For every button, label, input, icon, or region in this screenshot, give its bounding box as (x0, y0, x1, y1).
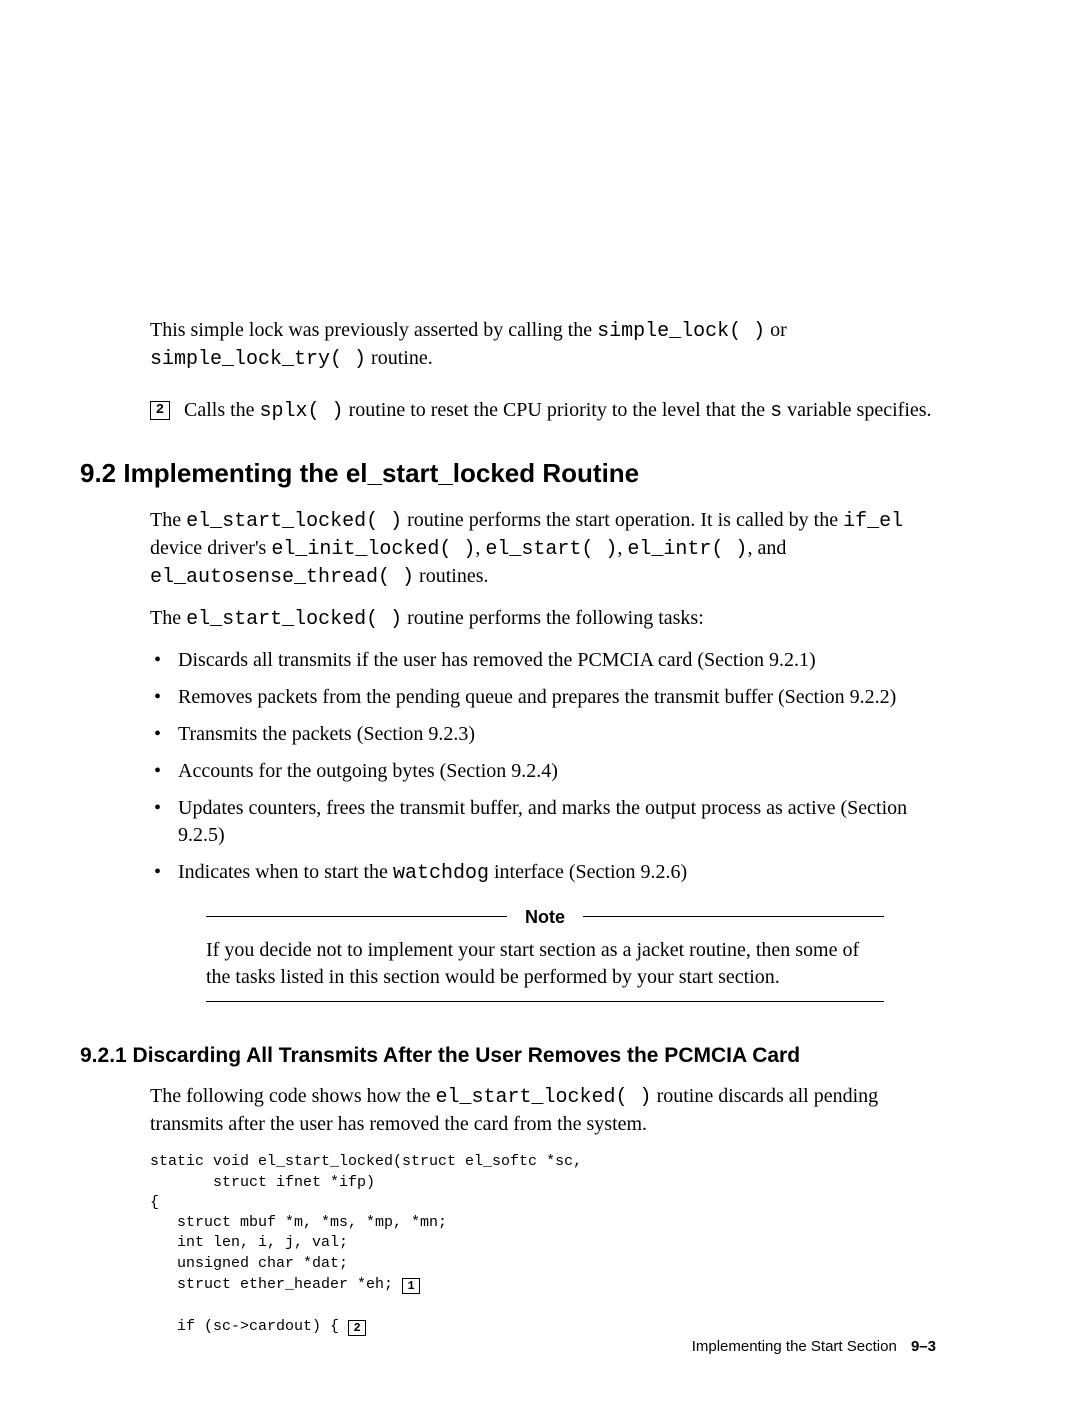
callout-box-2: 2 (348, 1320, 366, 1336)
text: routine performs the start operation. It… (402, 509, 843, 531)
text: or (765, 319, 787, 341)
text: routine performs the following tasks: (402, 607, 704, 629)
prev-enum-block: This simple lock was previously asserted… (150, 317, 940, 373)
note-rule-bottom (206, 1001, 884, 1002)
text: , (617, 537, 627, 559)
footer-page-number: 9–3 (911, 1338, 936, 1355)
code-line: unsigned char *dat; (150, 1254, 940, 1274)
list-item: Removes packets from the pending queue a… (150, 684, 940, 711)
code-text: if (sc->cardout) { (150, 1318, 348, 1335)
code-el-start-locked: el_start_locked( ) (436, 1086, 652, 1109)
list-item: Updates counters, frees the transmit buf… (150, 795, 940, 849)
note-header: Note (206, 905, 884, 929)
code-el-start: el_start( ) (485, 538, 617, 561)
list-item: Transmits the packets (Section 9.2.3) (150, 721, 940, 748)
bullet-text: Transmits the packets (Section 9.2.3) (178, 723, 475, 745)
bullet-text: Discards all transmits if the user has r… (178, 649, 816, 671)
code-el-init-locked: el_init_locked( ) (271, 538, 475, 561)
enum-item-2: 2 Calls the splx( ) routine to reset the… (150, 397, 940, 425)
text: Calls the (184, 399, 260, 421)
code-el-autosense-thread: el_autosense_thread( ) (150, 566, 414, 589)
code-s-var: s (770, 400, 782, 423)
text: routine. (366, 347, 433, 369)
text: variable specifies. (782, 399, 931, 421)
section-9-2-para-2: The el_start_locked( ) routine performs … (150, 605, 940, 633)
section-9-2-body: The el_start_locked( ) routine performs … (150, 507, 940, 1002)
code-line: struct ifnet *ifp) (150, 1173, 940, 1193)
code-el-start-locked: el_start_locked( ) (186, 608, 402, 631)
code-line: static void el_start_locked(struct el_so… (150, 1152, 940, 1172)
code-watchdog: watchdog (393, 862, 489, 885)
text: , and (747, 537, 786, 559)
text: interface (Section 9.2.6) (489, 861, 687, 883)
note-rule-left (206, 916, 507, 917)
bullet-text: Accounts for the outgoing bytes (Section… (178, 760, 558, 782)
code-el-intr: el_intr( ) (627, 538, 747, 561)
list-item: Indicates when to start the watchdog int… (150, 859, 940, 887)
prev-lock-paragraph: This simple lock was previously asserted… (150, 317, 940, 373)
code-el-start-locked: el_start_locked( ) (186, 510, 402, 533)
list-item: Discards all transmits if the user has r… (150, 647, 940, 674)
note-rule-right (583, 916, 884, 917)
code-line: struct mbuf *m, *ms, *mp, *mn; (150, 1213, 940, 1233)
document-page: This simple lock was previously asserted… (0, 0, 1080, 1427)
task-bullet-list: Discards all transmits if the user has r… (150, 647, 940, 887)
bullet-text: Updates counters, frees the transmit buf… (178, 797, 907, 846)
text: The (150, 607, 186, 629)
code-line: if (sc->cardout) { 2 (150, 1316, 940, 1337)
section-9-2-1-body: The following code shows how the el_star… (150, 1083, 940, 1337)
code-text: struct ether_header *eh; (150, 1276, 402, 1293)
code-simple-lock-try: simple_lock_try( ) (150, 348, 366, 371)
code-simple-lock: simple_lock( ) (597, 320, 765, 343)
page-footer: Implementing the Start Section 9–3 (692, 1337, 936, 1357)
text: The following code shows how the (150, 1085, 436, 1107)
section-9-2-1-para-1: The following code shows how the el_star… (150, 1083, 940, 1138)
section-9-2-1-heading: 9.2.1 Discarding All Transmits After the… (80, 1042, 840, 1069)
code-splx: splx( ) (260, 400, 344, 423)
text: routines. (414, 565, 488, 587)
note-label: Note (519, 905, 571, 929)
callout-box-1: 1 (402, 1278, 420, 1294)
footer-title: Implementing the Start Section (692, 1338, 897, 1355)
text: The (150, 509, 186, 531)
text: device driver's (150, 537, 271, 559)
text: This simple lock was previously asserted… (150, 319, 597, 341)
text: Indicates when to start the (178, 861, 393, 883)
code-if-el: if_el (843, 510, 903, 533)
code-line: { (150, 1193, 940, 1213)
section-9-2-para-1: The el_start_locked( ) routine performs … (150, 507, 940, 591)
note-body: If you decide not to implement your star… (206, 937, 884, 991)
code-block: static void el_start_locked(struct el_so… (150, 1152, 940, 1337)
bullet-text: Removes packets from the pending queue a… (178, 686, 896, 708)
section-9-2-heading: 9.2 Implementing the el_start_locked Rou… (80, 457, 940, 491)
list-item: Accounts for the outgoing bytes (Section… (150, 758, 940, 785)
callout-box-2: 2 (150, 401, 170, 420)
text: , (475, 537, 485, 559)
enum-text: Calls the splx( ) routine to reset the C… (184, 397, 940, 425)
text: routine to reset the CPU priority to the… (344, 399, 771, 421)
note-box: Note If you decide not to implement your… (206, 905, 884, 1002)
code-line: struct ether_header *eh; 1 (150, 1274, 940, 1295)
code-line: int len, i, j, val; (150, 1233, 940, 1253)
